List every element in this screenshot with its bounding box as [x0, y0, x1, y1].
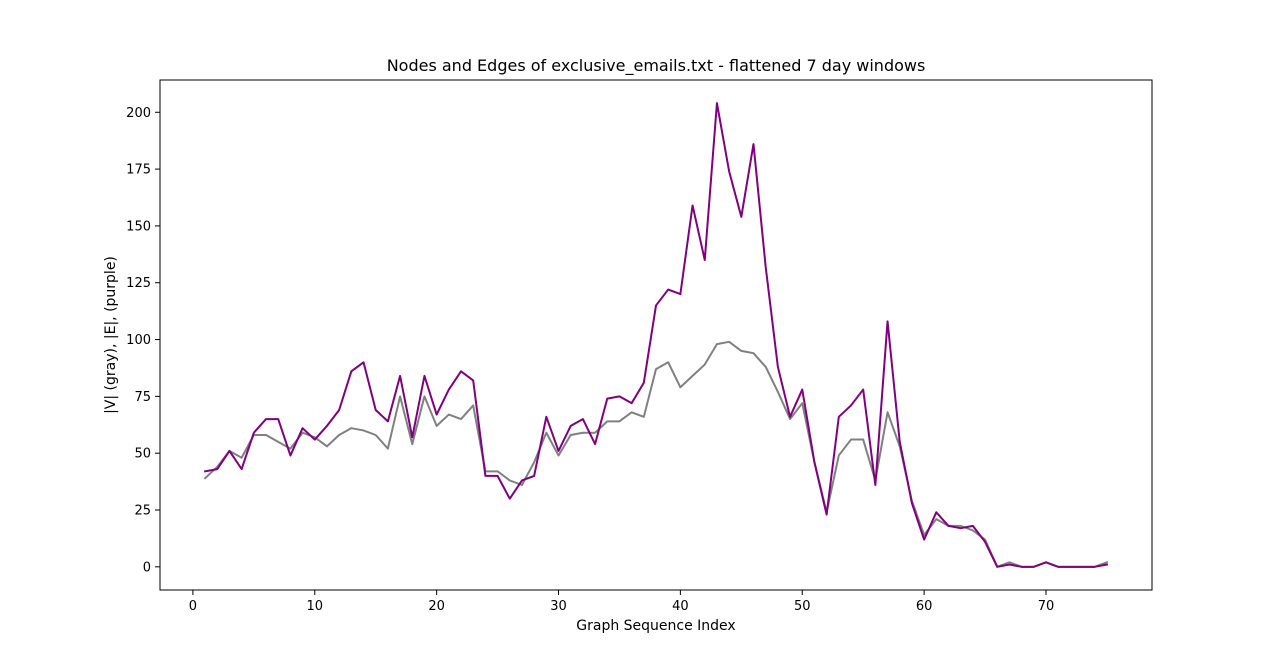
- series-line-gray: [203, 340, 1109, 568]
- x-tick-label: 30: [550, 599, 567, 614]
- x-tick-label: 70: [1038, 599, 1055, 614]
- y-tick-label: 0: [143, 560, 151, 575]
- y-tick-label: 25: [134, 504, 151, 519]
- x-tick-label: 20: [428, 599, 445, 614]
- x-ticks: 0 10 20 30 40 50 60 70: [189, 590, 1054, 614]
- y-tick-label: 150: [126, 219, 151, 234]
- y-tick-label: 75: [134, 390, 151, 405]
- series-line-purple: [203, 102, 1109, 568]
- series-layer: [203, 102, 1109, 568]
- x-tick-label: 50: [794, 599, 811, 614]
- plot-frame: [159, 79, 1153, 591]
- x-tick-label: 0: [189, 599, 197, 614]
- x-tick-label: 60: [916, 599, 933, 614]
- y-ticks: 0 25 50 75 100 125 150 175 200: [126, 106, 160, 575]
- y-tick-label: 200: [126, 106, 151, 121]
- chart-title: Nodes and Edges of exclusive_emails.txt …: [387, 56, 926, 76]
- y-tick-label: 125: [126, 276, 151, 291]
- y-tick-label: 50: [134, 447, 151, 462]
- x-tick-label: 40: [672, 599, 689, 614]
- y-tick-label: 175: [126, 163, 151, 178]
- y-tick-label: 100: [126, 333, 151, 348]
- x-tick-label: 10: [306, 599, 323, 614]
- y-axis-label: |V| (gray), |E|, (purple): [103, 256, 119, 414]
- x-axis-label: Graph Sequence Index: [576, 618, 735, 634]
